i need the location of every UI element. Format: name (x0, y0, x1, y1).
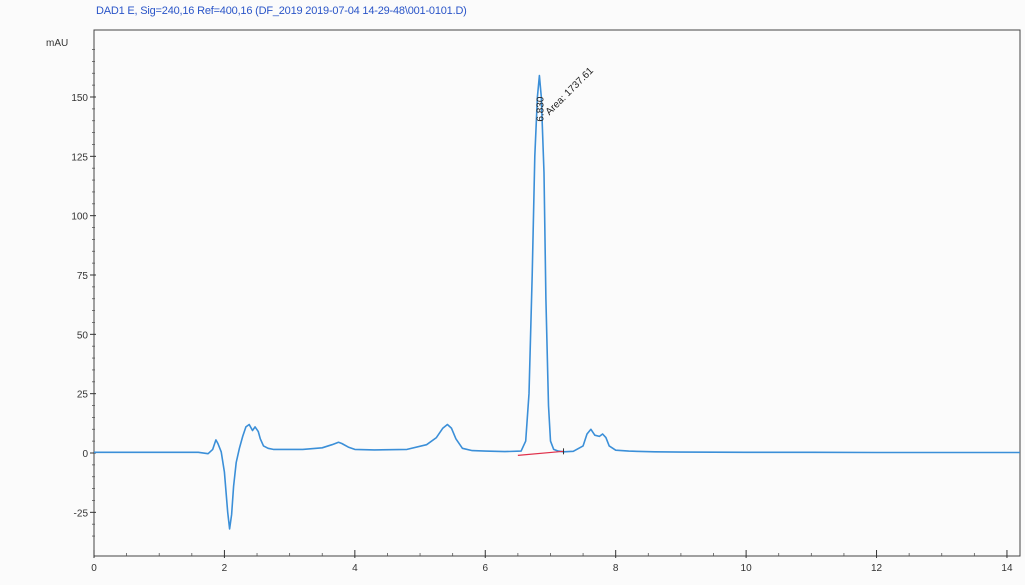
y-tick-label: 125 (71, 152, 88, 163)
y-tick-label: 150 (71, 93, 88, 104)
x-tick-label: 8 (613, 563, 619, 574)
integration-baseline (517, 450, 564, 456)
x-tick-label: 4 (352, 563, 358, 574)
x-tick-label: 12 (871, 563, 883, 574)
peak-retention-time-label: 6.830 (535, 96, 546, 121)
peak-area-label: Area: 1737.61 (544, 65, 597, 118)
plot-frame (93, 29, 1021, 557)
signal-trace (94, 74, 1020, 530)
y-tick-label: 50 (77, 330, 89, 341)
x-tick-label: 0 (91, 563, 97, 574)
y-tick-label: -25 (74, 508, 89, 519)
y-tick-label: 100 (71, 212, 88, 223)
x-tick-label: 2 (222, 563, 228, 574)
y-tick-label: 75 (77, 271, 89, 282)
x-tick-label: 10 (741, 563, 753, 574)
y-tick-label: 25 (77, 390, 89, 401)
y-tick-label: 0 (82, 449, 88, 460)
x-tick-label: 6 (482, 563, 488, 574)
chart-title: DAD1 E, Sig=240,16 Ref=400,16 (DF_2019 2… (96, 5, 467, 17)
x-tick-label: 14 (1001, 563, 1013, 574)
y-axis-unit-label: mAU (46, 38, 68, 49)
